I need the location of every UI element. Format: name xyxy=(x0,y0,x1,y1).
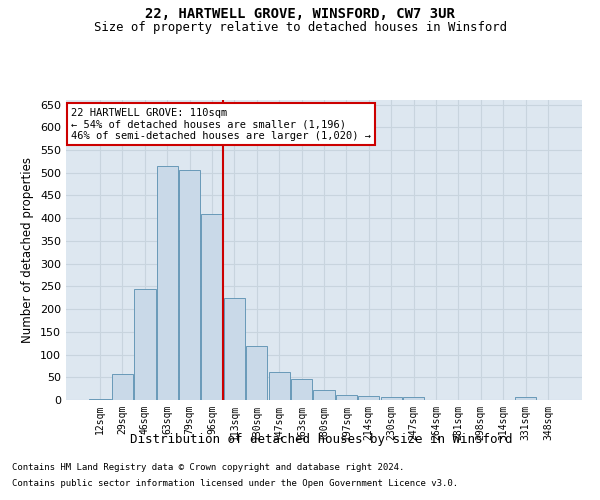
Bar xyxy=(515,398,536,400)
Bar xyxy=(291,379,312,400)
Text: Contains HM Land Registry data © Crown copyright and database right 2024.: Contains HM Land Registry data © Crown c… xyxy=(12,464,404,472)
Bar xyxy=(179,170,200,400)
Bar xyxy=(403,398,424,400)
Bar xyxy=(246,346,268,400)
Bar xyxy=(157,166,178,400)
Bar xyxy=(224,298,245,400)
Text: 22, HARTWELL GROVE, WINSFORD, CW7 3UR: 22, HARTWELL GROVE, WINSFORD, CW7 3UR xyxy=(145,8,455,22)
Bar xyxy=(336,396,357,400)
Text: Contains public sector information licensed under the Open Government Licence v3: Contains public sector information licen… xyxy=(12,478,458,488)
Text: Size of property relative to detached houses in Winsford: Size of property relative to detached ho… xyxy=(94,21,506,34)
Bar xyxy=(112,374,133,400)
Text: Distribution of detached houses by size in Winsford: Distribution of detached houses by size … xyxy=(130,432,512,446)
Text: 22 HARTWELL GROVE: 110sqm
← 54% of detached houses are smaller (1,196)
46% of se: 22 HARTWELL GROVE: 110sqm ← 54% of detac… xyxy=(71,108,371,140)
Y-axis label: Number of detached properties: Number of detached properties xyxy=(22,157,34,343)
Bar xyxy=(89,399,111,400)
Bar xyxy=(380,397,402,400)
Bar xyxy=(269,372,290,400)
Bar xyxy=(202,214,223,400)
Bar xyxy=(313,390,335,400)
Bar xyxy=(358,396,379,400)
Bar xyxy=(134,288,155,400)
